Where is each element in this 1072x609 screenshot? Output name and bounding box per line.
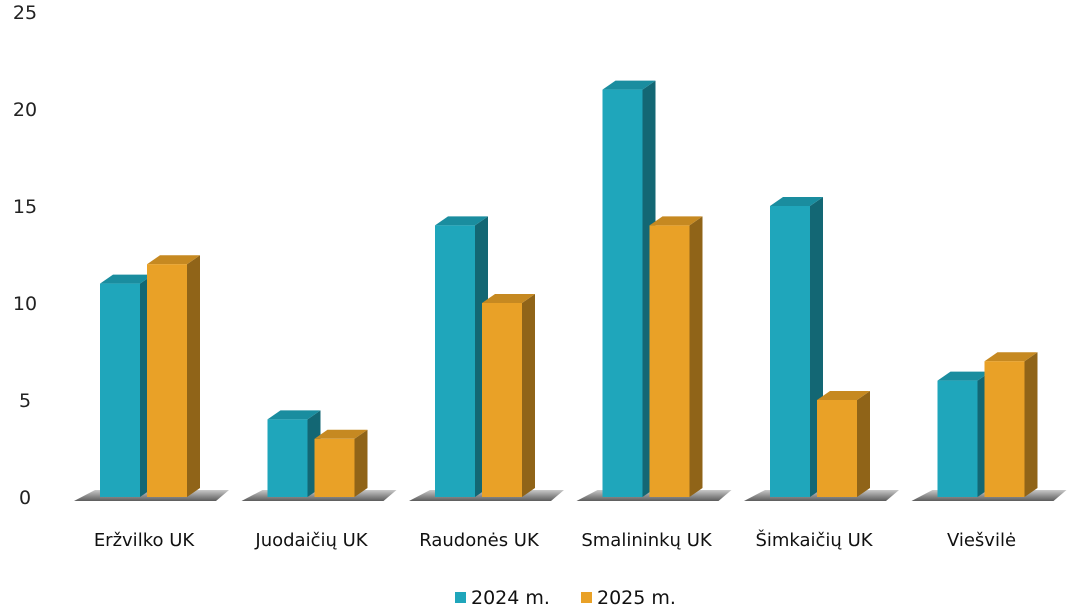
bar-side — [1024, 352, 1038, 497]
x-category-label: Smalininkų UK — [581, 530, 713, 551]
bar-front — [100, 283, 140, 497]
y-tick-label: 10 — [13, 293, 37, 315]
y-tick-label: 0 — [19, 487, 31, 509]
x-category-label: Eržvilko UK — [94, 530, 196, 551]
x-category-label: Raudonės UK — [419, 530, 540, 551]
bar-front — [147, 264, 187, 497]
bar — [649, 216, 703, 497]
bar — [435, 216, 488, 497]
bar-side — [857, 391, 870, 497]
bar-top — [817, 391, 870, 400]
x-category-label: Juodaičių UK — [254, 530, 368, 551]
chart-floor — [74, 490, 1067, 501]
bar-front — [435, 225, 475, 497]
legend-label: 2024 m. — [471, 587, 550, 609]
bar-side — [522, 294, 535, 497]
legend-swatch — [455, 592, 466, 603]
bar — [984, 352, 1038, 497]
bar-top — [482, 294, 535, 303]
bar-front — [937, 380, 978, 497]
bar-front — [602, 89, 643, 497]
y-tick-label: 15 — [13, 196, 37, 218]
legend-item: 2024 m. — [455, 587, 550, 609]
bar-top — [984, 352, 1038, 362]
bar-front — [267, 419, 308, 497]
legend-swatch — [581, 592, 592, 603]
bar-top — [314, 429, 368, 439]
bar-side — [354, 429, 368, 497]
bar-top — [435, 216, 488, 226]
bar — [100, 274, 153, 497]
x-category-label: Šimkaičių UK — [755, 529, 873, 551]
legend-label: 2025 m. — [597, 587, 676, 609]
y-tick-label: 20 — [13, 99, 37, 121]
bar — [314, 429, 368, 497]
x-axis: Eržvilko UK Juodaičių UK Raudonės UK Smalin… — [94, 529, 1016, 551]
bar-side — [689, 216, 703, 497]
bar-front — [770, 206, 810, 497]
bar-top — [602, 80, 656, 90]
bar-top — [267, 410, 321, 420]
bar-top — [649, 216, 703, 226]
bar-top — [770, 197, 823, 206]
y-tick-label: 5 — [19, 390, 31, 412]
y-axis: 0 5 10 15 20 25 — [13, 2, 37, 509]
bar — [147, 255, 200, 497]
y-tick-label: 25 — [13, 2, 37, 24]
bar-front — [314, 438, 355, 497]
bar — [267, 410, 321, 497]
bar-front — [984, 361, 1025, 497]
bar-top — [100, 274, 153, 284]
bar-front — [482, 303, 522, 497]
bar-front — [817, 400, 857, 497]
bar — [602, 80, 656, 497]
bar-top — [147, 255, 200, 265]
bar — [817, 391, 870, 497]
legend-item: 2025 m. — [581, 587, 676, 609]
bar-side — [187, 255, 200, 497]
bar-front — [649, 225, 690, 497]
bar — [482, 294, 535, 497]
bar — [937, 371, 991, 497]
legend: 2024 m. 2025 m. — [455, 587, 676, 609]
bar — [770, 197, 823, 497]
bar-top — [937, 371, 991, 381]
x-category-label: Viešvilė — [947, 530, 1016, 551]
bars — [100, 80, 1038, 497]
